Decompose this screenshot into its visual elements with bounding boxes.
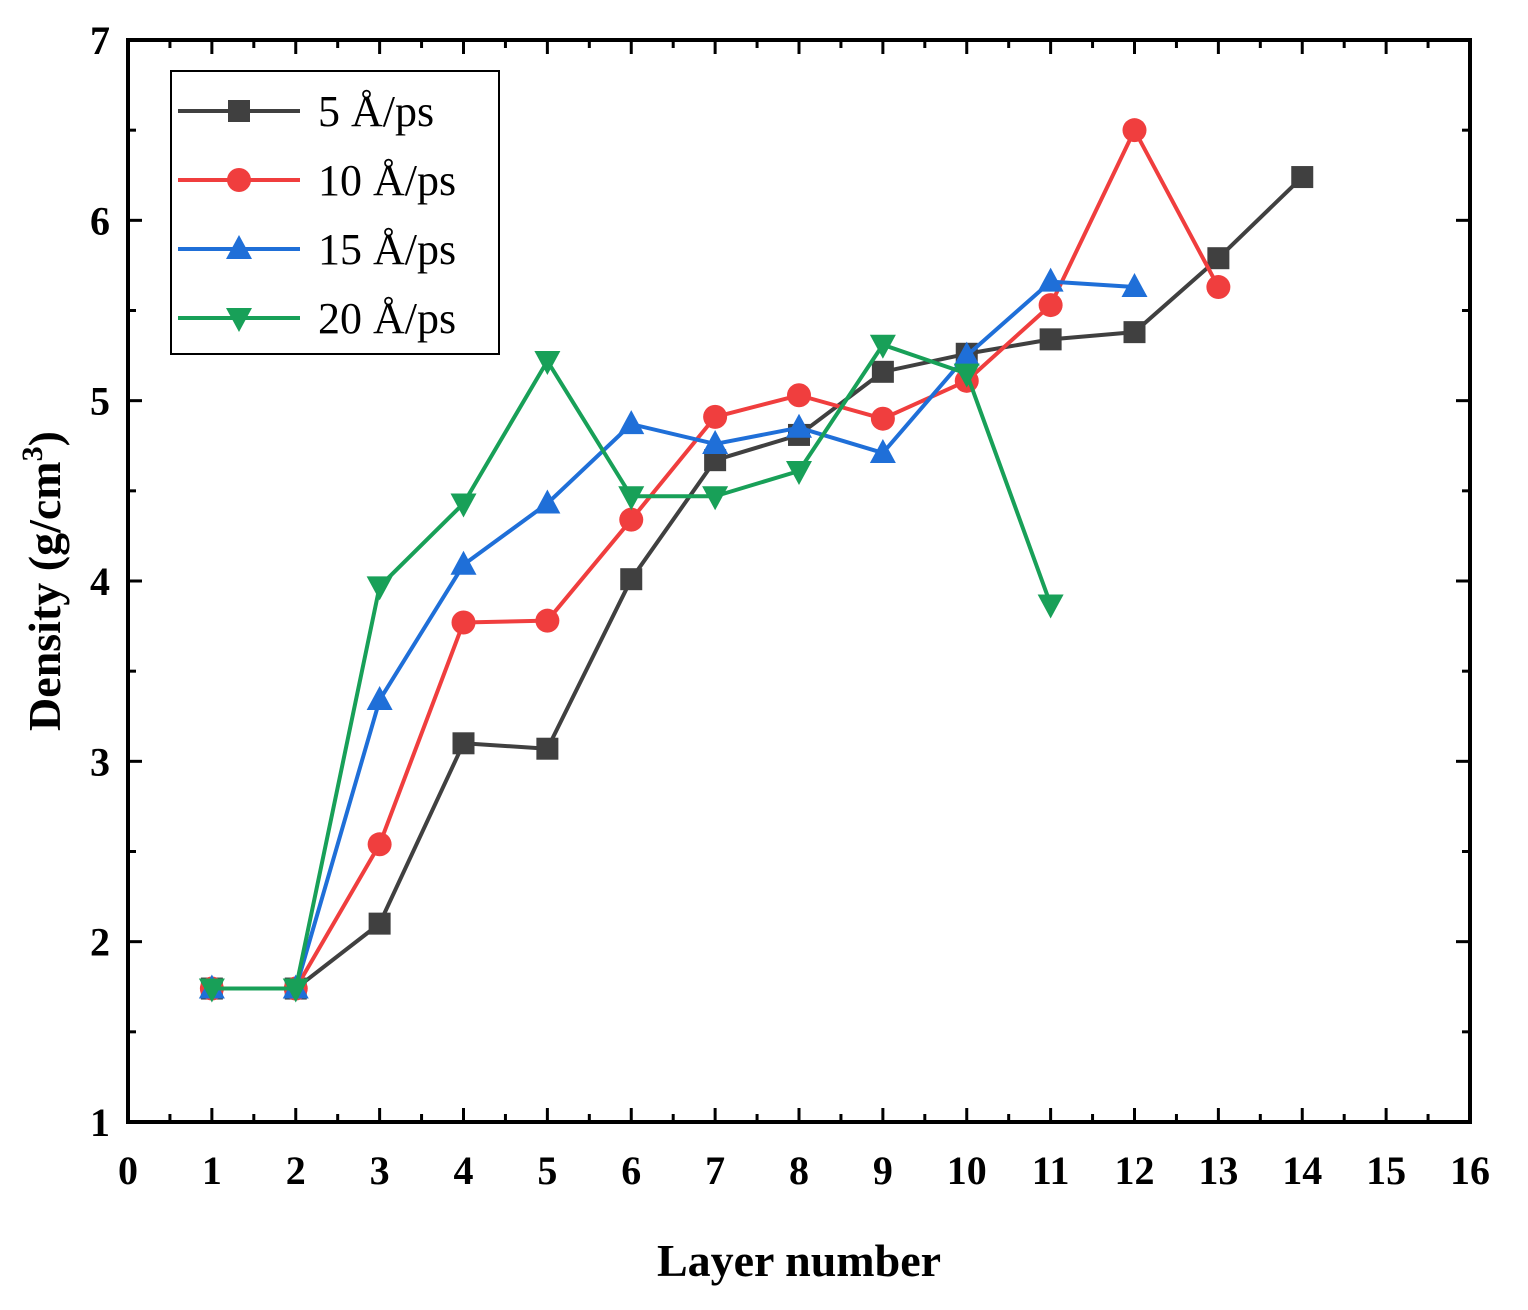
legend-marker	[227, 168, 251, 192]
y-tick-label: 7	[90, 18, 110, 63]
legend-marker	[228, 100, 250, 122]
series-point	[534, 350, 561, 375]
series-3	[198, 267, 1148, 999]
y-tick-label: 3	[90, 739, 110, 784]
series-point	[702, 429, 729, 454]
x-tick-label: 9	[873, 1148, 893, 1193]
y-axis-title-superscript: 3	[16, 446, 49, 461]
series-point	[1206, 275, 1231, 300]
y-axis-title: Density (g/cm3)	[16, 431, 70, 731]
x-axis-title: Layer number	[657, 1235, 941, 1286]
series-2	[199, 118, 1231, 1001]
x-tick-label: 16	[1450, 1148, 1490, 1193]
series-point	[786, 413, 812, 438]
axis-ticks	[126, 38, 1472, 1124]
legend-label: 5 Å/ps	[318, 87, 434, 136]
x-tick-label: 15	[1366, 1148, 1406, 1193]
series-point	[871, 360, 894, 383]
x-tick-label: 2	[286, 1148, 306, 1193]
series-point	[1207, 247, 1230, 270]
x-tick-label: 12	[1115, 1148, 1155, 1193]
x-tick-label: 6	[621, 1148, 641, 1193]
series-point	[786, 460, 812, 485]
series-point	[787, 383, 811, 408]
series-point	[953, 341, 980, 366]
y-tick-label: 1	[90, 1100, 110, 1145]
series-point	[1121, 273, 1148, 298]
series-point	[536, 737, 559, 760]
series-point	[1037, 594, 1064, 619]
series-point	[1122, 118, 1147, 143]
series-point	[618, 486, 645, 511]
x-tick-label: 5	[537, 1148, 557, 1193]
y-tick-label: 5	[90, 379, 110, 424]
series-point	[1037, 267, 1064, 292]
legend-label: 15 Å/ps	[318, 225, 456, 274]
x-tick-label: 4	[454, 1148, 474, 1193]
legend-label: 10 Å/ps	[318, 156, 456, 205]
series-point	[619, 507, 644, 532]
x-tick-label: 7	[705, 1148, 725, 1193]
series-point	[367, 832, 392, 857]
series-line	[211, 342, 1053, 991]
x-tick-label: 10	[947, 1148, 987, 1193]
series-point	[452, 732, 475, 755]
series-point	[869, 334, 896, 359]
series-point	[953, 363, 980, 388]
x-tick-label: 8	[789, 1148, 809, 1193]
series-point	[282, 978, 309, 1003]
legend-entry: 10 Å/ps	[178, 156, 456, 205]
series-point	[366, 576, 393, 601]
y-axis-title-main: Density (g/cm	[19, 461, 70, 731]
series-point	[1038, 293, 1063, 318]
series-point	[702, 486, 729, 511]
y-tick-label: 2	[90, 920, 110, 965]
y-axis-title-close: )	[19, 431, 70, 446]
legend-marker	[226, 308, 252, 332]
series-point	[703, 404, 728, 429]
series-point	[451, 610, 476, 635]
series-4	[198, 334, 1064, 1003]
series-point	[618, 410, 645, 435]
series-point	[1291, 166, 1314, 189]
y-tick-label: 4	[90, 559, 110, 604]
legend: 5 Å/ps 10 Å/ps 15 Å/ps 20 Å/ps	[170, 70, 500, 355]
series-point	[1039, 328, 1062, 351]
legend-label: 20 Å/ps	[318, 294, 456, 343]
legend-entry: 5 Å/ps	[178, 87, 434, 136]
x-tick-label: 3	[370, 1148, 390, 1193]
series-point	[534, 489, 561, 514]
series-line	[211, 279, 1135, 991]
x-tick-label: 13	[1198, 1148, 1238, 1193]
series-point	[366, 686, 393, 711]
series-point	[869, 438, 896, 463]
legend-entry: 15 Å/ps	[178, 225, 456, 274]
x-tick-label: 11	[1032, 1148, 1070, 1193]
y-tick-label: 6	[90, 198, 110, 243]
series-point	[1123, 321, 1146, 344]
x-tick-label: 0	[118, 1148, 138, 1193]
x-tick-label: 14	[1282, 1148, 1322, 1193]
x-tick-label: 1	[202, 1148, 222, 1193]
series-point	[450, 550, 477, 575]
plot-series	[198, 118, 1314, 1003]
series-point	[870, 406, 895, 431]
series-point	[620, 568, 643, 591]
series-point	[368, 912, 391, 935]
legend-marker	[226, 235, 252, 259]
series-point	[198, 978, 225, 1003]
legend-box	[170, 70, 500, 355]
series-line	[211, 175, 1304, 991]
series-point	[535, 608, 560, 633]
series-point	[450, 493, 477, 518]
series-point	[704, 449, 727, 472]
legend-entry: 20 Å/ps	[178, 294, 456, 343]
